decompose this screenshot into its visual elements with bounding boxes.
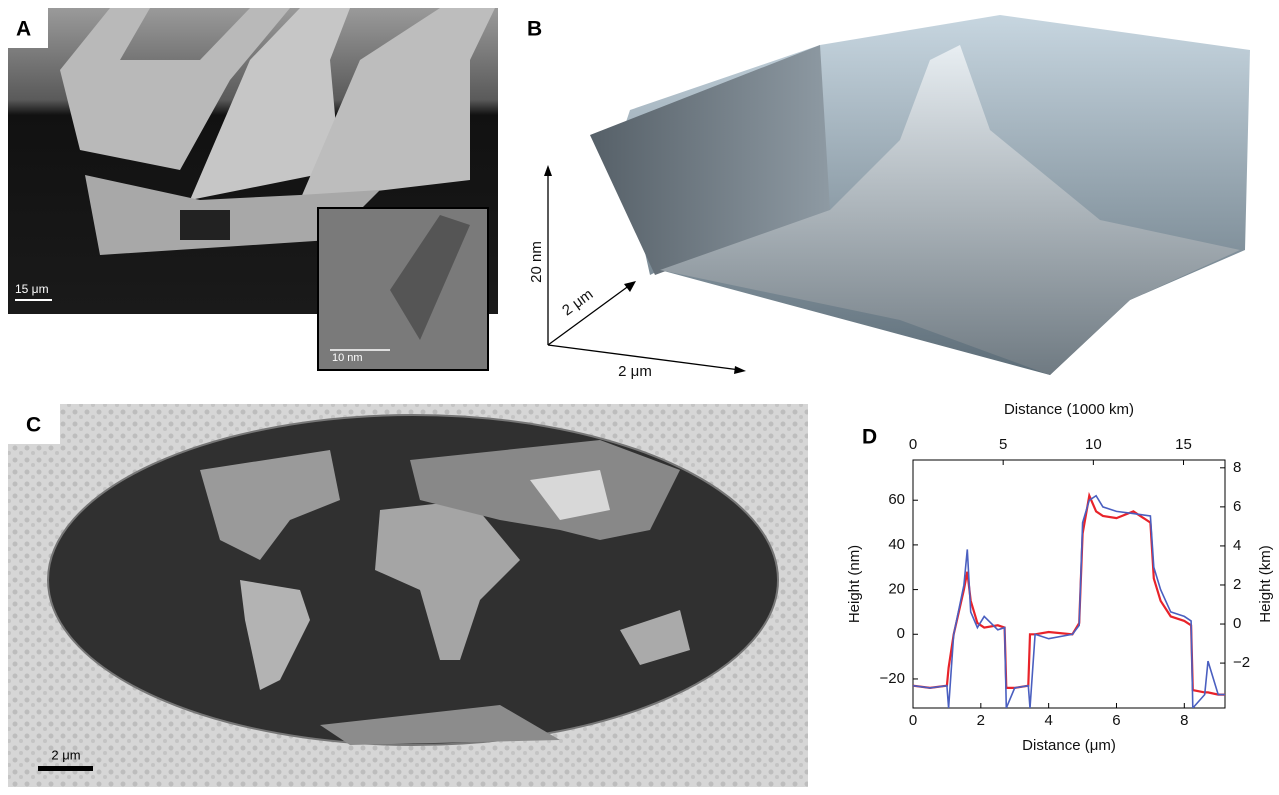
panel-label: C: [26, 414, 41, 437]
panel-label: B: [527, 18, 542, 41]
x-tick-label: 2: [977, 712, 985, 729]
x-tick-label: 4: [1044, 712, 1052, 729]
inset-scale-label: 10 nm: [332, 352, 363, 364]
y-tick-label: 20: [888, 581, 905, 598]
y2-tick-label: 0: [1233, 615, 1241, 632]
arrow-head: [734, 366, 746, 374]
axis-label: 20 nm: [528, 241, 545, 283]
data-line: [913, 496, 1225, 695]
x-tick-label: 0: [909, 712, 917, 729]
scale-label: 15 μm: [15, 282, 49, 296]
y-tick-label: −20: [880, 670, 905, 687]
y-tick-label: 0: [897, 625, 905, 642]
plot-frame: [913, 460, 1225, 708]
axis-label: 2 μm: [618, 363, 652, 380]
figure: 10 nm 15 μm A B 20 nm 2 μm 2 μm 2 μm C: [0, 0, 1279, 795]
x2-tick-label: 15: [1175, 436, 1192, 453]
x-axis-title: Distance (μm): [1022, 737, 1116, 754]
y-tick-label: 60: [888, 491, 905, 508]
x-tick-label: 6: [1112, 712, 1120, 729]
y2-tick-label: 8: [1233, 459, 1241, 476]
x-tick-label: 8: [1180, 712, 1188, 729]
x2-tick-label: 10: [1085, 436, 1102, 453]
y-axis-title: Height (nm): [846, 545, 863, 623]
panel-d: D Distance (1000 km) Distance (μm) Heigh…: [846, 401, 1274, 754]
scale-label: 2 μm: [51, 747, 80, 762]
y2-tick-label: 6: [1233, 498, 1241, 515]
loop-gap: [180, 210, 230, 240]
y-tick-label: 40: [888, 536, 905, 553]
arrow-head: [624, 281, 636, 292]
page: {"panels": [ {"label": "A", "scale_bar":…: [0, 0, 1279, 795]
y2-tick-label: 2: [1233, 576, 1241, 593]
y2-axis-title: Height (km): [1257, 545, 1274, 623]
x2-tick-label: 5: [999, 436, 1007, 453]
data-line: [913, 496, 1225, 708]
panel-b: B 20 nm 2 μm 2 μm: [527, 15, 1250, 380]
x2-tick-label: 0: [909, 436, 917, 453]
panel-c: 2 μm C: [8, 404, 808, 787]
y2-tick-label: −2: [1233, 654, 1250, 671]
panel-label: A: [16, 18, 31, 41]
x2-axis-title: Distance (1000 km): [1004, 401, 1134, 418]
panel-a: 10 nm 15 μm A: [8, 8, 498, 370]
arrow-head: [544, 165, 552, 176]
y2-tick-label: 4: [1233, 537, 1241, 554]
panel-label: D: [862, 426, 877, 449]
scale-bar: [38, 766, 93, 771]
